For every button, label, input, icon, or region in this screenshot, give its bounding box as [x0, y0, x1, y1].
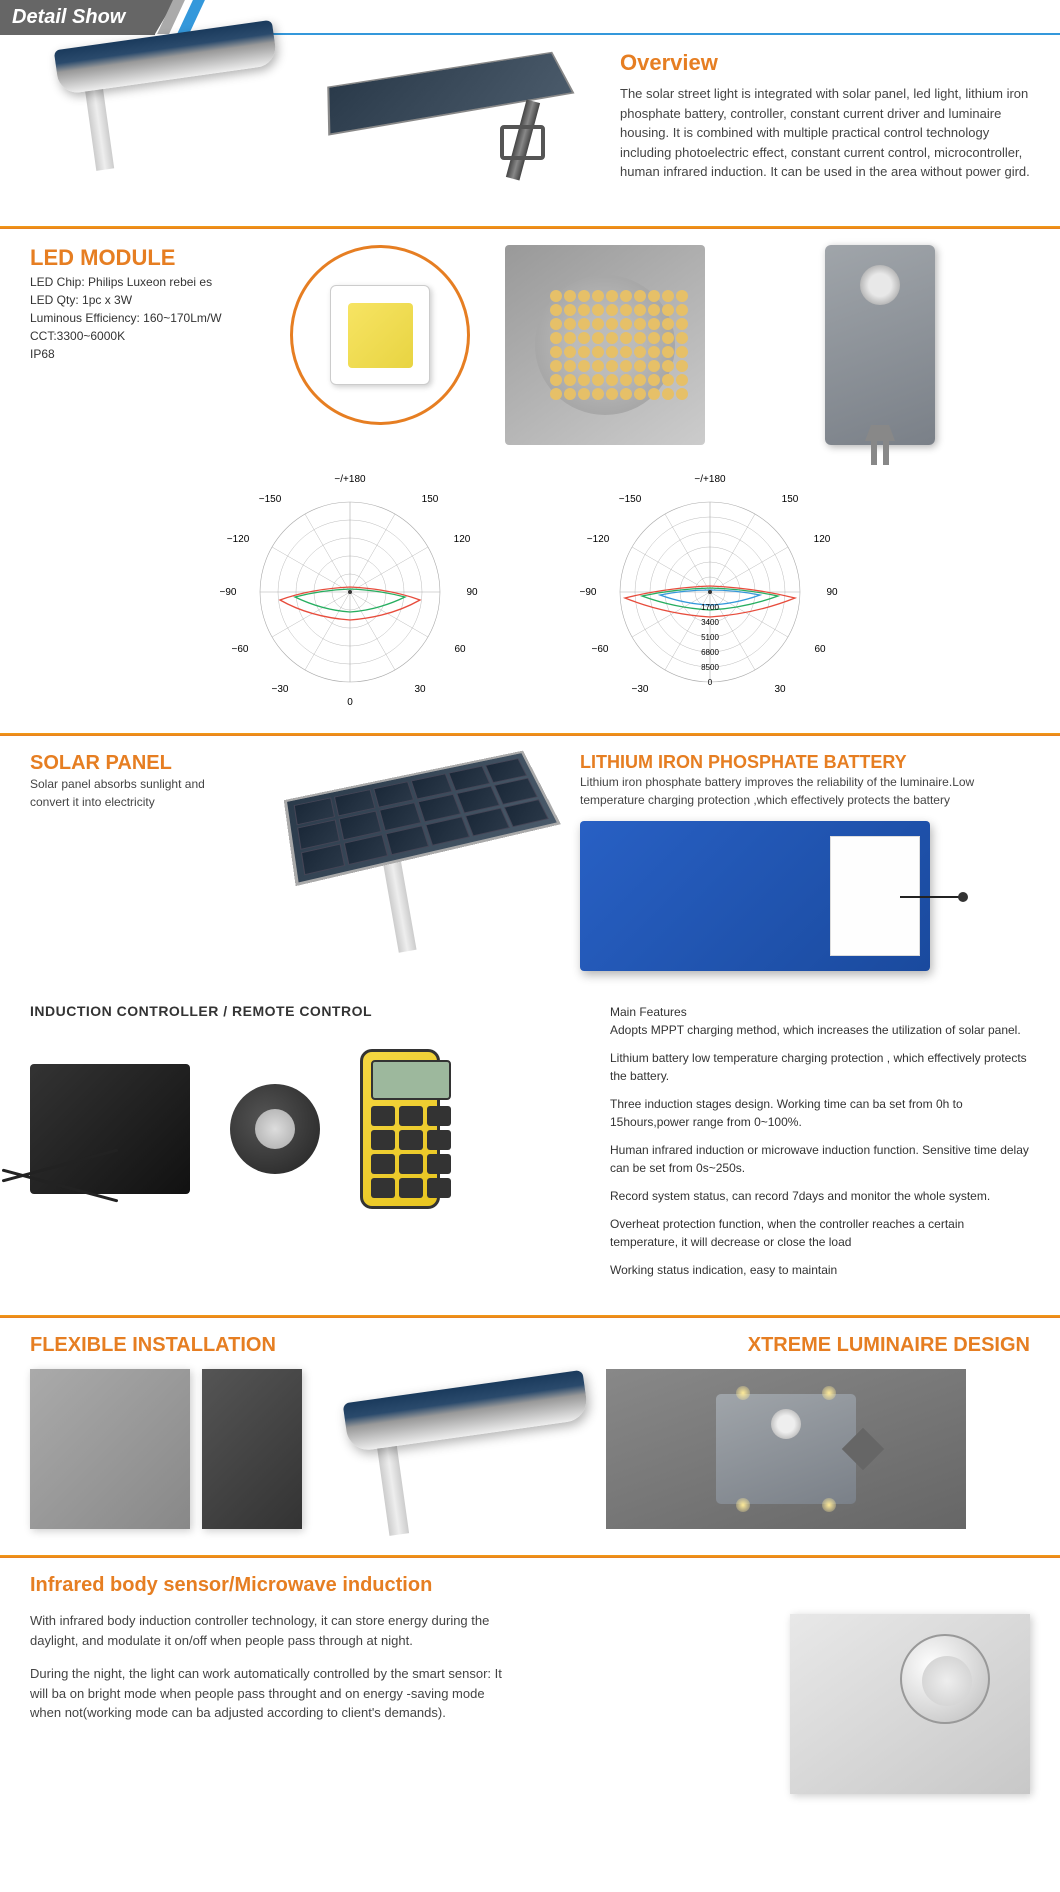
svg-text:−60: −60 — [592, 644, 609, 655]
controller-title: INDUCTION CONTROLLER / REMOTE CONTROL — [30, 1003, 590, 1019]
feature-1: Lithium battery low temperature charging… — [610, 1049, 1030, 1085]
svg-text:1700: 1700 — [701, 603, 719, 612]
spec-qty: LED Qty: 1pc x 3W — [30, 291, 260, 309]
remote-control-image — [360, 1049, 440, 1209]
led-chip-image — [280, 245, 480, 425]
svg-text:−150: −150 — [259, 494, 282, 505]
svg-text:30: 30 — [414, 684, 426, 695]
feature-4: Record system status, can record 7days a… — [610, 1187, 1030, 1205]
installation-title: FLEXIBLE INSTALLATION — [30, 1334, 276, 1357]
svg-text:150: 150 — [782, 494, 799, 505]
feature-5: Overheat protection function, when the c… — [610, 1215, 1030, 1251]
svg-text:120: 120 — [454, 534, 471, 545]
svg-text:90: 90 — [826, 587, 838, 598]
svg-text:−120: −120 — [227, 534, 250, 545]
battery-text: Lithium iron phosphate battery improves … — [580, 773, 1030, 809]
svg-text:−30: −30 — [272, 684, 289, 695]
svg-text:−30: −30 — [632, 684, 649, 695]
overview-text: The solar street light is integrated wit… — [620, 84, 1030, 182]
solar-panel-angled-image — [310, 50, 590, 190]
controller-image — [30, 1064, 190, 1194]
svg-text:5100: 5100 — [701, 633, 719, 642]
install-image-3 — [314, 1409, 594, 1529]
svg-text:−/+180: −/+180 — [694, 474, 726, 485]
battery-title: LITHIUM IRON PHOSPHATE BATTERY — [580, 752, 1030, 773]
features-heading: Main Features — [610, 1003, 1030, 1021]
divider-3 — [0, 1315, 1060, 1318]
feature-2: Three induction stages design. Working t… — [610, 1095, 1030, 1131]
svg-text:0: 0 — [347, 697, 353, 708]
led-module-title: LED MODULE — [30, 245, 260, 271]
spec-cct: CCT:3300~6000K — [30, 327, 260, 345]
solar-panel-title: SOLAR PANEL — [30, 752, 230, 775]
sensor-title: Infrared body sensor/Microwave induction — [30, 1574, 510, 1597]
led-panel-image — [500, 245, 710, 445]
svg-text:150: 150 — [422, 494, 439, 505]
svg-text:−120: −120 — [587, 534, 610, 545]
svg-text:3400: 3400 — [701, 618, 719, 627]
overview-title: Overview — [620, 50, 1030, 76]
svg-text:−150: −150 — [619, 494, 642, 505]
divider-1 — [0, 226, 1060, 229]
solar-panel-text: Solar panel absorbs sunlight and convert… — [30, 775, 230, 811]
solar-panel-image — [250, 752, 560, 952]
feature-3: Human infrared induction or microwave in… — [610, 1141, 1030, 1177]
svg-text:−60: −60 — [232, 644, 249, 655]
spec-efficiency: Luminous Efficiency: 160~170Lm/W — [30, 309, 260, 327]
divider-4 — [0, 1555, 1060, 1558]
svg-text:30: 30 — [774, 684, 786, 695]
feature-6: Working status indication, easy to maint… — [610, 1261, 1030, 1279]
controller-features: Main Features Adopts MPPT charging metho… — [610, 1003, 1030, 1289]
svg-text:60: 60 — [454, 644, 466, 655]
svg-text:−90: −90 — [580, 587, 597, 598]
svg-text:−90: −90 — [220, 587, 237, 598]
sensor-photo — [790, 1614, 1030, 1794]
svg-text:90: 90 — [466, 587, 478, 598]
header-underline — [230, 33, 1060, 35]
sensor-p2: During the night, the light can work aut… — [30, 1664, 510, 1723]
spec-ip: IP68 — [30, 345, 260, 363]
install-image-2 — [202, 1369, 302, 1529]
svg-text:8500: 8500 — [701, 663, 719, 672]
lamp-side-image — [30, 50, 290, 170]
divider-2 — [0, 733, 1060, 736]
feature-0: Adopts MPPT charging method, which incre… — [610, 1021, 1030, 1039]
xtreme-title: XTREME LUMINAIRE DESIGN — [748, 1334, 1030, 1357]
svg-text:120: 120 — [814, 534, 831, 545]
svg-text:6800: 6800 — [701, 648, 719, 657]
polar1-label-180: −/+180 — [334, 474, 366, 485]
svg-text:60: 60 — [814, 644, 826, 655]
sensor-disc-image — [230, 1084, 320, 1174]
sensor-p1: With infrared body induction controller … — [30, 1611, 510, 1650]
battery-image — [580, 821, 930, 971]
polar-chart-2: 1700 3400 5100 6800 8500 0 −/+180 −150 1… — [570, 467, 850, 717]
led-module-specs: LED Chip: Philips Luxeon rebei es LED Qt… — [30, 273, 260, 363]
spec-chip: LED Chip: Philips Luxeon rebei es — [30, 273, 260, 291]
header-title: Detail Show — [0, 0, 155, 35]
polar-chart-1: −/+180 −150 150 −120 120 −90 90 −60 60 −… — [210, 467, 490, 717]
detail-show-header: Detail Show — [0, 0, 1060, 40]
xtreme-luminaire-image — [606, 1369, 966, 1529]
svg-text:0: 0 — [708, 678, 713, 687]
install-image-1 — [30, 1369, 190, 1529]
luminaire-image — [730, 245, 1030, 445]
